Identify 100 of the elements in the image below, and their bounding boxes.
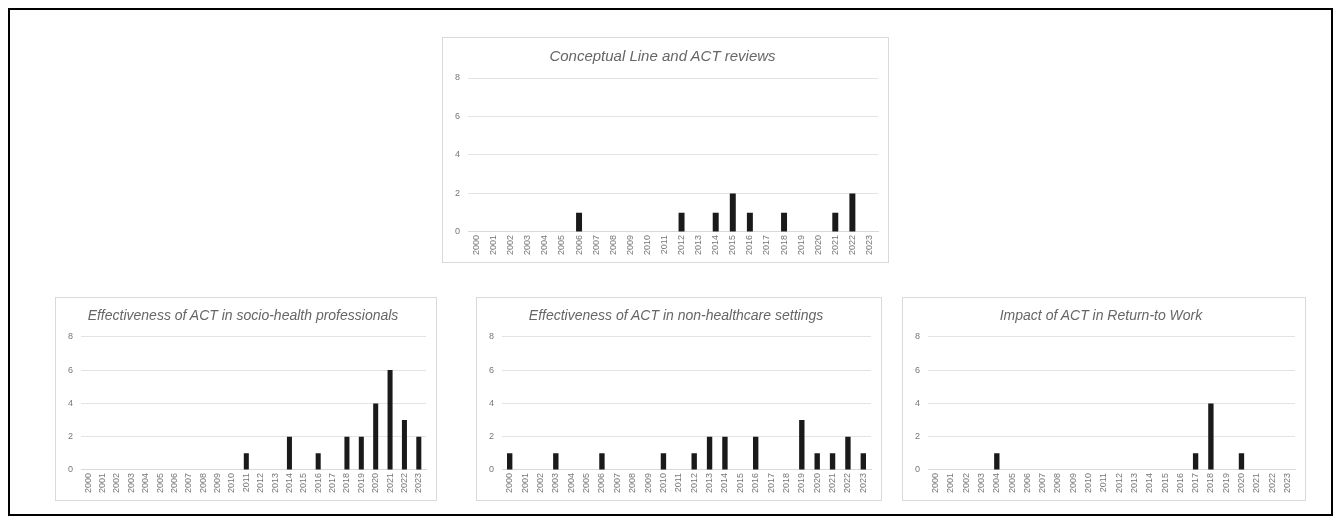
x-tick-label: 2002 bbox=[960, 472, 971, 494]
y-tick-label: 0 bbox=[488, 464, 495, 475]
x-tick-label: 2021 bbox=[829, 234, 840, 256]
chart-title: Effectiveness of ACT in socio-health professionals bbox=[87, 307, 399, 324]
x-tick-label: 2019 bbox=[355, 472, 366, 494]
x-tick-label: 2003 bbox=[125, 472, 136, 494]
bar bbox=[358, 436, 364, 470]
x-tick-label: 2023 bbox=[863, 234, 874, 256]
x-tick-label: 2015 bbox=[298, 472, 309, 494]
x-tick-label: 2016 bbox=[750, 472, 761, 494]
bar bbox=[706, 436, 713, 470]
x-tick-label: 2015 bbox=[1159, 472, 1170, 494]
x-tick-label: 2011 bbox=[658, 234, 669, 255]
bar bbox=[845, 436, 851, 470]
bar bbox=[599, 453, 605, 470]
y-tick-label: 6 bbox=[914, 364, 921, 375]
y-tick-label: 2 bbox=[454, 187, 461, 198]
x-tick-label: 2015 bbox=[727, 234, 738, 256]
x-tick-label: 2009 bbox=[624, 234, 635, 256]
bar bbox=[507, 453, 513, 470]
bar bbox=[814, 453, 820, 470]
y-tick-label: 6 bbox=[67, 364, 74, 375]
x-tick-label: 2010 bbox=[226, 472, 237, 494]
bar bbox=[315, 453, 321, 470]
bar bbox=[660, 453, 667, 470]
x-tick-label: 2012 bbox=[688, 472, 699, 494]
x-tick-label: 2020 bbox=[1235, 472, 1246, 494]
bar bbox=[416, 436, 422, 470]
y-tick-label: 8 bbox=[914, 331, 921, 342]
y-tick-label: 4 bbox=[454, 149, 461, 160]
x-tick-label: 2017 bbox=[1190, 472, 1201, 494]
x-tick-label: 2000 bbox=[471, 234, 482, 256]
x-tick-label: 2020 bbox=[812, 234, 823, 256]
x-tick-label: 2018 bbox=[780, 472, 791, 494]
x-tick-label: 2017 bbox=[761, 234, 772, 256]
bar bbox=[401, 420, 407, 470]
y-tick-label: 4 bbox=[488, 397, 495, 408]
chart-title: Conceptual Line and ACT reviews bbox=[549, 47, 777, 65]
x-tick-label: 2014 bbox=[710, 234, 721, 256]
x-tick-label: 2008 bbox=[607, 234, 618, 256]
x-tick-label: 2018 bbox=[341, 472, 352, 494]
x-tick-label: 2012 bbox=[676, 234, 687, 256]
x-tick-label: 2002 bbox=[534, 472, 545, 494]
x-tick-label: 2022 bbox=[398, 472, 409, 494]
x-tick-label: 2019 bbox=[795, 234, 806, 256]
x-tick-label: 2010 bbox=[1083, 472, 1094, 494]
x-tick-label: 2014 bbox=[719, 472, 730, 494]
x-tick-label: 2017 bbox=[765, 472, 776, 494]
x-tick-label: 2001 bbox=[519, 472, 530, 494]
x-tick-label: 2005 bbox=[581, 472, 592, 494]
x-tick-label: 2003 bbox=[976, 472, 987, 494]
bar bbox=[243, 453, 249, 470]
x-tick-label: 2004 bbox=[539, 234, 550, 256]
x-tick-label: 2013 bbox=[704, 472, 715, 494]
x-tick-label: 2001 bbox=[97, 472, 108, 494]
bar bbox=[722, 436, 728, 470]
x-tick-label: 2007 bbox=[590, 234, 601, 256]
x-tick-label: 2013 bbox=[269, 472, 280, 494]
x-tick-label: 2001 bbox=[945, 472, 956, 494]
x-tick-label: 2009 bbox=[642, 472, 653, 494]
x-tick-label: 2023 bbox=[857, 472, 868, 494]
x-tick-label: 2020 bbox=[370, 472, 381, 494]
x-tick-label: 2006 bbox=[596, 472, 607, 494]
x-tick-label: 2016 bbox=[312, 472, 323, 494]
x-tick-label: 2010 bbox=[641, 234, 652, 256]
x-tick-label: 2021 bbox=[1251, 472, 1262, 494]
y-tick-label: 2 bbox=[914, 431, 921, 442]
y-tick-label: 8 bbox=[454, 72, 461, 83]
x-tick-label: 2011 bbox=[1098, 472, 1109, 493]
x-tick-label: 2022 bbox=[846, 234, 857, 256]
x-tick-label: 2006 bbox=[573, 234, 584, 256]
x-tick-label: 2005 bbox=[556, 234, 567, 256]
y-tick-label: 6 bbox=[488, 364, 495, 375]
y-tick-label: 0 bbox=[914, 464, 921, 475]
x-tick-label: 2016 bbox=[1174, 472, 1185, 494]
x-tick-label: 2021 bbox=[827, 472, 838, 494]
x-tick-label: 2003 bbox=[522, 234, 533, 256]
x-tick-label: 2009 bbox=[212, 472, 223, 494]
x-tick-label: 2007 bbox=[1037, 472, 1048, 494]
x-tick-label: 2013 bbox=[1128, 472, 1139, 494]
y-tick-label: 8 bbox=[67, 331, 74, 342]
x-tick-label: 2018 bbox=[778, 234, 789, 256]
x-tick-label: 2023 bbox=[1281, 472, 1292, 494]
y-tick-label: 6 bbox=[454, 110, 461, 121]
bar bbox=[691, 453, 697, 470]
y-tick-label: 4 bbox=[914, 397, 921, 408]
x-tick-label: 2009 bbox=[1067, 472, 1078, 494]
x-tick-label: 2013 bbox=[693, 234, 704, 256]
y-tick-label: 0 bbox=[454, 226, 461, 237]
y-tick-label: 2 bbox=[67, 431, 74, 442]
x-tick-label: 2006 bbox=[168, 472, 179, 494]
x-tick-label: 2003 bbox=[550, 472, 561, 494]
y-tick-label: 8 bbox=[488, 331, 495, 342]
x-tick-label: 2016 bbox=[744, 234, 755, 256]
bar bbox=[553, 453, 559, 470]
chart-title: Effectiveness of ACT in non-healthcare settings bbox=[528, 307, 824, 324]
x-tick-label: 2023 bbox=[413, 472, 424, 494]
x-tick-label: 2000 bbox=[82, 472, 93, 494]
bar bbox=[387, 370, 393, 470]
x-tick-label: 2011 bbox=[240, 472, 251, 493]
